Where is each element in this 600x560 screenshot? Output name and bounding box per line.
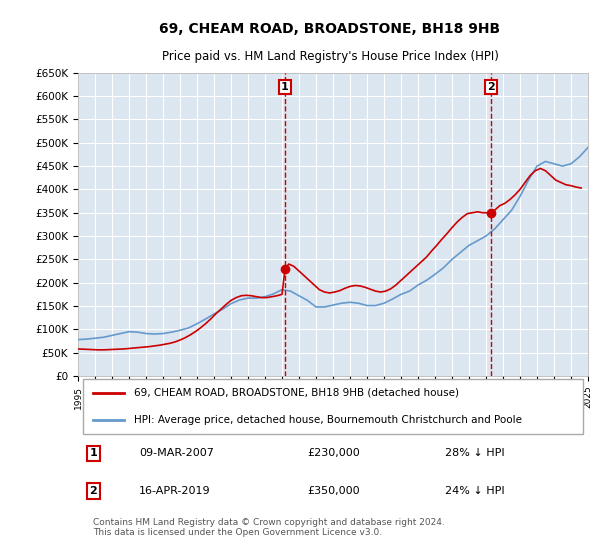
Text: HPI: Average price, detached house, Bournemouth Christchurch and Poole: HPI: Average price, detached house, Bour… — [134, 414, 522, 424]
Text: 09-MAR-2007: 09-MAR-2007 — [139, 449, 214, 458]
Text: 2: 2 — [89, 486, 97, 496]
Text: £230,000: £230,000 — [308, 449, 360, 458]
FancyBboxPatch shape — [83, 379, 583, 433]
Text: Contains HM Land Registry data © Crown copyright and database right 2024.
This d: Contains HM Land Registry data © Crown c… — [94, 518, 445, 537]
Text: 2: 2 — [487, 82, 495, 92]
Text: 28% ↓ HPI: 28% ↓ HPI — [445, 449, 505, 458]
Text: £350,000: £350,000 — [308, 486, 360, 496]
Text: 69, CHEAM ROAD, BROADSTONE, BH18 9HB: 69, CHEAM ROAD, BROADSTONE, BH18 9HB — [160, 22, 500, 36]
Text: 16-APR-2019: 16-APR-2019 — [139, 486, 211, 496]
Text: 1: 1 — [281, 82, 289, 92]
Text: 1: 1 — [89, 449, 97, 458]
Text: 69, CHEAM ROAD, BROADSTONE, BH18 9HB (detached house): 69, CHEAM ROAD, BROADSTONE, BH18 9HB (de… — [134, 388, 459, 398]
Text: Price paid vs. HM Land Registry's House Price Index (HPI): Price paid vs. HM Land Registry's House … — [161, 50, 499, 63]
Text: 24% ↓ HPI: 24% ↓ HPI — [445, 486, 505, 496]
